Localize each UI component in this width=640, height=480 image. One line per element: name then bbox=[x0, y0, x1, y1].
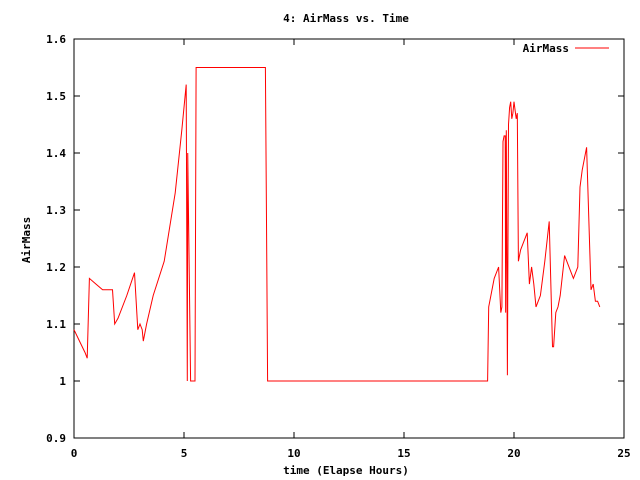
y-tick-label: 1.4 bbox=[46, 147, 66, 160]
x-tick-label: 15 bbox=[397, 447, 410, 460]
y-axis-label: AirMass bbox=[20, 217, 33, 263]
axis-ticks bbox=[73, 38, 625, 439]
chart-title: 4: AirMass vs. Time bbox=[283, 12, 409, 25]
legend-label: AirMass bbox=[523, 42, 569, 55]
y-axis-tick-labels: 0.9 1 1.1 1.2 1.3 1.4 1.5 1.6 bbox=[46, 33, 66, 445]
x-tick-label: 10 bbox=[287, 447, 300, 460]
x-tick-label: 0 bbox=[71, 447, 78, 460]
y-tick-label: 1.2 bbox=[46, 261, 66, 274]
x-tick-label: 25 bbox=[617, 447, 630, 460]
y-tick-label: 1.1 bbox=[46, 318, 66, 331]
legend: AirMass bbox=[523, 42, 609, 55]
x-tick-label: 5 bbox=[181, 447, 188, 460]
x-axis-tick-labels: 0 5 10 15 20 25 bbox=[71, 447, 631, 460]
x-axis-label: time (Elapse Hours) bbox=[283, 464, 409, 477]
y-tick-label: 0.9 bbox=[46, 432, 66, 445]
y-tick-label: 1.5 bbox=[46, 90, 66, 103]
series-layer bbox=[73, 67, 601, 382]
y-tick-label: 1.6 bbox=[46, 33, 66, 46]
plot-area bbox=[73, 38, 625, 439]
series-line-airmass bbox=[73, 67, 601, 382]
x-tick-label: 20 bbox=[507, 447, 520, 460]
y-tick-label: 1.3 bbox=[46, 204, 66, 217]
y-tick-label: 1 bbox=[59, 375, 66, 388]
